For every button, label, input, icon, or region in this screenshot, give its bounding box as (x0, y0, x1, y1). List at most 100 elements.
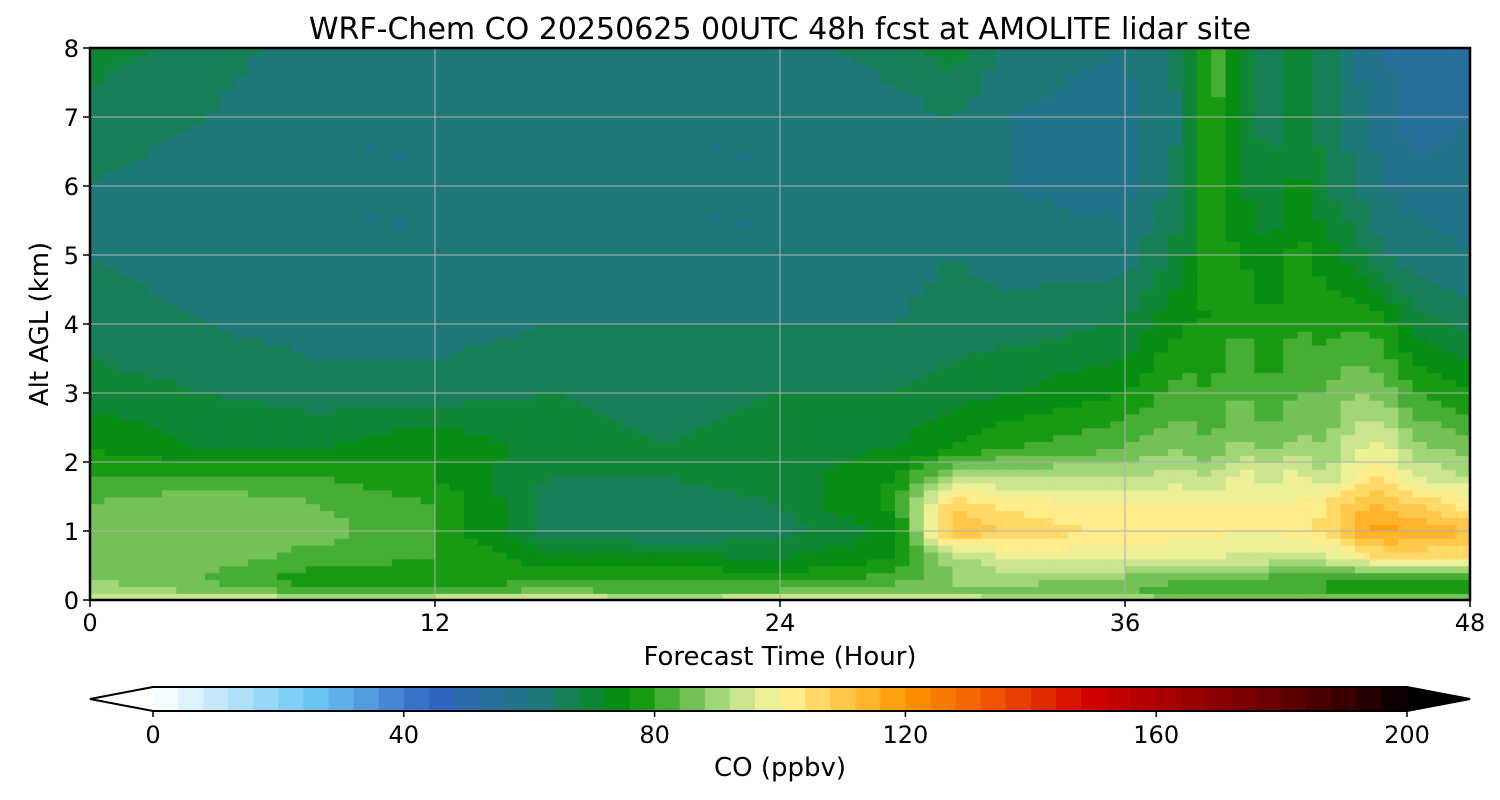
heatmap-cell (219, 565, 235, 574)
heatmap-cell (823, 406, 839, 415)
heatmap-cell (391, 317, 408, 325)
heatmap-cell (808, 303, 824, 311)
heatmap-cell (1426, 241, 1443, 249)
heatmap-cell (449, 337, 465, 346)
heatmap-cell (1326, 531, 1342, 539)
heatmap-cell (1125, 462, 1141, 470)
heatmap-cell (578, 510, 594, 518)
heatmap-cell (607, 586, 623, 594)
heatmap-cell (492, 558, 508, 567)
heatmap-cell (1139, 241, 1155, 249)
heatmap-cell (909, 324, 925, 332)
heatmap-cell (909, 441, 925, 449)
heatmap-cell (1153, 303, 1169, 311)
heatmap-cell (578, 268, 594, 277)
heatmap-cell (1254, 572, 1270, 581)
heatmap-cell (1398, 268, 1414, 277)
heatmap-cell (1182, 296, 1198, 305)
heatmap-cell (1311, 544, 1328, 553)
heatmap-cell (722, 448, 738, 456)
heatmap-cell (147, 420, 163, 429)
heatmap-cell (636, 427, 652, 436)
heatmap-cell (1369, 344, 1385, 353)
heatmap-cell (952, 544, 968, 553)
heatmap-cell (147, 379, 163, 387)
heatmap-cell (420, 393, 436, 401)
heatmap-cell (1211, 455, 1227, 463)
heatmap-cell (981, 289, 997, 298)
heatmap-cell (320, 544, 336, 553)
heatmap-cell (492, 303, 508, 311)
heatmap-cell (463, 268, 479, 277)
heatmap-cell (320, 296, 336, 305)
heatmap-cell (492, 524, 508, 532)
heatmap-cell (938, 268, 954, 277)
heatmap-cell (1369, 358, 1385, 367)
heatmap-cell (1096, 593, 1112, 601)
heatmap-cell (650, 510, 666, 518)
heatmap-cell (564, 489, 580, 498)
heatmap-cell (1024, 413, 1040, 422)
heatmap-cell (1340, 586, 1356, 594)
heatmap-cell (636, 261, 652, 270)
heatmap-cell (248, 324, 264, 332)
heatmap-cell (176, 399, 192, 408)
heatmap-cell (348, 317, 364, 325)
heatmap-cell (463, 358, 479, 367)
heatmap-cell (578, 372, 594, 380)
heatmap-cell (938, 524, 954, 532)
heatmap-cell (1426, 399, 1443, 408)
heatmap-cell (1038, 579, 1054, 587)
heatmap-cell (765, 565, 781, 574)
heatmap-cell (708, 255, 724, 263)
heatmap-cell (909, 379, 925, 387)
heatmap-cell (248, 255, 264, 263)
heatmap-cell (190, 448, 206, 456)
heatmap-cell (478, 441, 494, 449)
heatmap-cell (966, 524, 983, 532)
heatmap-cell (521, 551, 537, 560)
heatmap-cell (1240, 379, 1256, 387)
heatmap-cell (1254, 531, 1270, 539)
heatmap-cell (952, 420, 968, 429)
heatmap-cell (895, 455, 911, 463)
heatmap-cell (291, 537, 307, 546)
heatmap-cell (550, 572, 566, 581)
heatmap-cell (348, 393, 364, 401)
heatmap-cell (1010, 393, 1026, 401)
heatmap-cell (492, 537, 508, 546)
heatmap-cell (1369, 434, 1385, 443)
heatmap-cell (909, 544, 925, 553)
heatmap-cell (521, 399, 537, 408)
heatmap-cell (1326, 275, 1342, 284)
heatmap-cell (521, 544, 537, 553)
heatmap-cell (1383, 406, 1399, 415)
heatmap-cell (550, 558, 566, 567)
heatmap-cell (1225, 358, 1241, 367)
heatmap-cell (1182, 462, 1198, 470)
heatmap-cell (966, 482, 983, 491)
heatmap-cell (1010, 351, 1026, 360)
heatmap-cell (952, 261, 968, 270)
heatmap-cell (1412, 261, 1428, 270)
heatmap-cell (133, 393, 149, 401)
heatmap-cell (1096, 344, 1112, 353)
heatmap-cell (621, 496, 638, 505)
heatmap-cell (1196, 248, 1213, 256)
heatmap-cell (1441, 544, 1457, 553)
heatmap-cell (1355, 531, 1371, 539)
heatmap-cell (1067, 303, 1083, 311)
heatmap-cell (1383, 386, 1399, 394)
heatmap-cell (650, 399, 666, 408)
heatmap-cell (1355, 503, 1371, 512)
heatmap-cell (1326, 358, 1342, 367)
heatmap-cell (708, 406, 724, 415)
heatmap-cell (90, 434, 106, 443)
heatmap-cell (895, 544, 911, 553)
heatmap-cell (1081, 324, 1098, 332)
heatmap-cell (506, 524, 523, 532)
heatmap-cell (923, 268, 939, 277)
heatmap-cell (923, 448, 939, 456)
heatmap-cell (966, 317, 983, 325)
heatmap-cell (1426, 586, 1443, 594)
